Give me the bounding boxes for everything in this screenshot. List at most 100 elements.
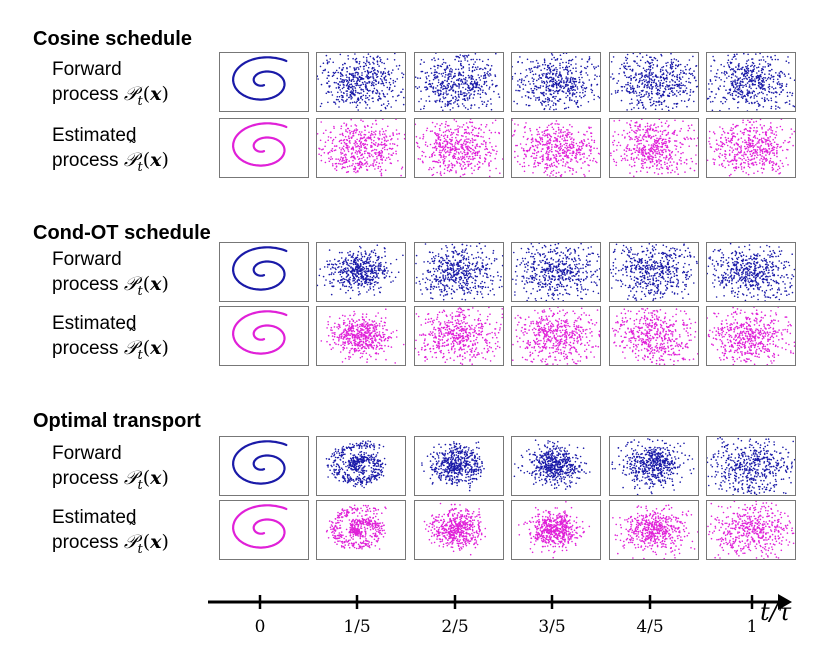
sample-point [479, 161, 481, 164]
sample-point [530, 155, 532, 158]
sample-point [551, 151, 553, 153]
sample-point [572, 77, 574, 79]
sample-point [625, 147, 628, 149]
sample-point [470, 147, 472, 150]
sample-point [456, 128, 458, 131]
sample-point [549, 68, 552, 71]
sample-point [438, 151, 441, 154]
sample-point [724, 166, 726, 169]
sample-point [545, 152, 547, 155]
sample-point [454, 155, 456, 158]
sample-point [653, 123, 656, 125]
sample-point [563, 102, 566, 105]
sample-point [384, 169, 387, 171]
sample-point [360, 166, 363, 169]
sample-point [722, 165, 724, 167]
sample-point [547, 136, 549, 139]
sample-point [428, 156, 431, 158]
sample-point [449, 143, 452, 145]
sample-point [730, 80, 732, 83]
sample-point [379, 78, 382, 80]
sample-point [440, 73, 443, 75]
sample-point [474, 146, 476, 148]
sample-point [741, 132, 744, 134]
sample-point [380, 109, 382, 111]
sample-point [464, 158, 466, 160]
sample-point [383, 146, 386, 148]
sample-point [442, 131, 445, 134]
sample-point [651, 73, 653, 76]
sample-point [481, 103, 484, 105]
sample-point [749, 78, 751, 81]
sample-point [776, 145, 779, 148]
sample-point [667, 168, 669, 170]
sample-point [662, 65, 665, 68]
sample-point [787, 164, 789, 166]
sample-point [732, 56, 735, 58]
sample-point [438, 154, 441, 156]
sample-point [421, 70, 424, 73]
sample-point [340, 149, 342, 151]
sample-point [553, 164, 556, 167]
sample-point [484, 153, 487, 156]
sample-point [770, 149, 773, 152]
sample-point [761, 164, 764, 166]
sample-point [439, 98, 441, 100]
sample-point [687, 129, 689, 132]
sample-point [400, 91, 403, 93]
sample-point [357, 109, 359, 111]
sample-point [580, 85, 583, 88]
sample-point [566, 150, 569, 152]
sample-point [756, 149, 759, 151]
sample-point [756, 109, 758, 111]
sample-point [366, 82, 369, 84]
sample-point [345, 79, 347, 81]
sample-point [767, 151, 769, 153]
sample-point [439, 149, 441, 152]
sample-point [767, 65, 770, 67]
sample-point [528, 104, 531, 107]
sample-point [658, 138, 660, 141]
sample-point [525, 155, 527, 158]
sample-point [366, 74, 368, 76]
sample-point [383, 76, 385, 79]
sample-point [670, 61, 673, 63]
sample-point [380, 172, 383, 175]
sample-point [462, 66, 465, 69]
sample-point [693, 138, 696, 140]
sample-point [761, 71, 763, 74]
sample-point [708, 140, 710, 143]
sample-point [543, 59, 546, 62]
sample-point [400, 168, 403, 170]
sample-point [578, 147, 580, 149]
sample-point [630, 98, 633, 100]
sample-point [648, 80, 651, 82]
sample-point [642, 95, 645, 98]
sample-point [775, 91, 778, 93]
sample-point [639, 126, 641, 128]
sample-point [335, 162, 338, 165]
sample-point [465, 128, 467, 131]
sample-point [718, 155, 720, 158]
sample-point [490, 131, 493, 134]
sample-point [534, 149, 536, 152]
distribution-letter: 𝒫 [123, 83, 138, 105]
sample-point [741, 159, 743, 161]
sample-point [331, 163, 334, 165]
sample-point [544, 167, 546, 169]
sample-point [374, 148, 376, 151]
sample-point [677, 91, 680, 94]
sample-point [759, 149, 762, 152]
sample-point [472, 148, 474, 151]
sample-point [761, 160, 764, 163]
sample-point [376, 70, 379, 72]
sample-point [588, 58, 590, 61]
sample-point [573, 83, 576, 85]
sample-point [734, 148, 737, 150]
sample-point [355, 106, 358, 108]
sample-point [461, 126, 463, 128]
sample-point [637, 100, 640, 103]
sample-point [396, 95, 399, 97]
sample-point [495, 167, 497, 170]
sample-point [532, 61, 534, 63]
